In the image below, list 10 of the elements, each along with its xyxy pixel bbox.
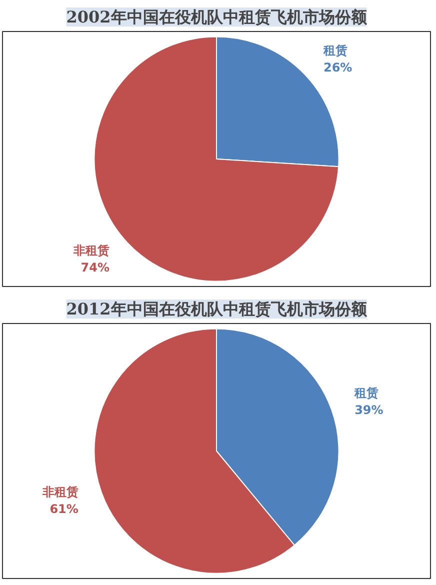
data-label: 39% <box>354 402 384 417</box>
slice-label: 租赁 <box>322 44 348 58</box>
slice-label: 非租赁 <box>72 244 110 258</box>
data-label: 26% <box>323 60 352 74</box>
data-label: 74% <box>80 260 110 274</box>
data-label: 61% <box>50 502 78 516</box>
slice-label: 租赁 <box>354 386 379 400</box>
chart-title: 2012年中国在役机队中租赁飞机市场份额 <box>66 300 368 318</box>
chart-title: 2002年中国在役机队中租赁飞机市场份额 <box>66 8 368 26</box>
slice-label: 非租赁 <box>41 485 78 500</box>
